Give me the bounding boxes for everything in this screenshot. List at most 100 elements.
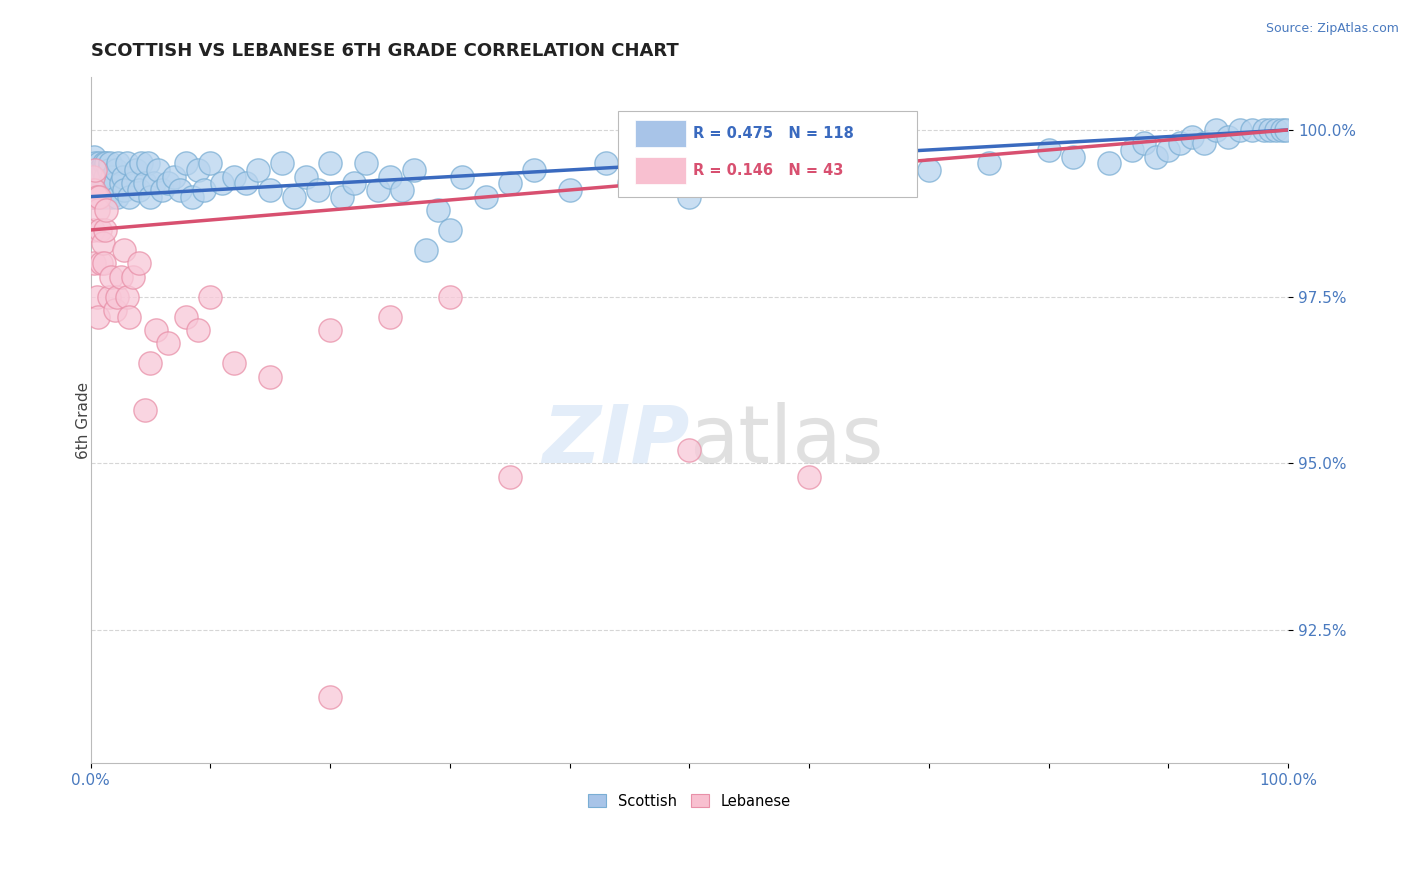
Legend: Scottish, Lebanese: Scottish, Lebanese <box>582 788 796 814</box>
Point <box>121 269 143 284</box>
Point <box>1170 136 1192 151</box>
Point <box>86 290 108 304</box>
Point <box>83 183 105 197</box>
Point <box>112 183 135 197</box>
Point <box>115 290 138 304</box>
Point <box>87 163 110 178</box>
Point <box>295 169 318 184</box>
Point <box>105 189 128 203</box>
Point <box>97 290 120 304</box>
Point <box>89 176 111 190</box>
Point <box>595 156 617 170</box>
Point <box>110 176 132 190</box>
Point <box>343 176 366 190</box>
Point <box>139 189 162 203</box>
Point <box>773 176 796 190</box>
Point <box>86 169 108 184</box>
FancyBboxPatch shape <box>636 157 686 185</box>
Point <box>94 176 117 190</box>
Point <box>1241 123 1264 137</box>
Point <box>247 163 270 178</box>
Point <box>128 256 150 270</box>
Point <box>100 269 122 284</box>
Point <box>499 176 522 190</box>
Point <box>115 156 138 170</box>
Point <box>90 189 112 203</box>
Point <box>83 183 105 197</box>
Point <box>83 163 105 178</box>
Point <box>1265 123 1288 137</box>
Point <box>319 323 342 337</box>
Point <box>91 176 114 190</box>
Point <box>391 183 413 197</box>
Point <box>283 189 305 203</box>
Point <box>977 156 1000 170</box>
Point <box>145 323 167 337</box>
Point <box>1218 129 1240 144</box>
Point <box>96 189 118 203</box>
Point <box>450 169 472 184</box>
Point <box>1271 123 1294 137</box>
Text: Source: ZipAtlas.com: Source: ZipAtlas.com <box>1265 22 1399 36</box>
Point <box>105 290 128 304</box>
Point <box>87 176 110 190</box>
Point <box>86 183 108 197</box>
Point <box>181 189 204 203</box>
Point <box>1258 123 1281 137</box>
Point <box>211 176 233 190</box>
Point <box>80 183 103 197</box>
Point <box>82 223 104 237</box>
Point <box>259 369 281 384</box>
Point <box>176 310 198 324</box>
Point <box>200 290 222 304</box>
Point <box>558 183 581 197</box>
Point <box>87 202 110 217</box>
Point <box>128 183 150 197</box>
Point <box>235 176 257 190</box>
Point <box>84 163 107 178</box>
Point <box>176 156 198 170</box>
Point <box>103 303 125 318</box>
Point <box>426 202 449 217</box>
Point <box>96 156 118 170</box>
Point <box>110 269 132 284</box>
Point <box>103 176 125 190</box>
Point <box>475 189 498 203</box>
Point <box>134 403 156 417</box>
Point <box>104 163 127 178</box>
Point <box>319 690 342 704</box>
Point <box>1157 143 1180 157</box>
Point <box>87 189 110 203</box>
Point <box>94 223 117 237</box>
Point <box>86 189 108 203</box>
Point <box>89 163 111 178</box>
Point <box>134 176 156 190</box>
Point <box>1038 143 1060 157</box>
Point <box>499 469 522 483</box>
Point <box>87 310 110 324</box>
Text: R = 0.475   N = 118: R = 0.475 N = 118 <box>693 126 853 141</box>
Point <box>858 150 880 164</box>
Point <box>100 189 122 203</box>
Point <box>139 356 162 370</box>
Point <box>129 156 152 170</box>
Point <box>157 176 180 190</box>
Point <box>80 189 103 203</box>
Point <box>111 169 134 184</box>
Point <box>1144 150 1167 164</box>
Point <box>259 183 281 197</box>
Point <box>654 156 676 170</box>
Text: R = 0.146   N = 43: R = 0.146 N = 43 <box>693 163 844 178</box>
Point <box>84 163 107 178</box>
Point <box>87 156 110 170</box>
Point <box>415 243 437 257</box>
Point <box>84 176 107 190</box>
Point <box>619 176 641 190</box>
Point <box>84 156 107 170</box>
Point <box>797 469 820 483</box>
Point <box>523 163 546 178</box>
Point <box>1097 156 1119 170</box>
Point <box>87 169 110 184</box>
Point <box>918 163 941 178</box>
Point <box>402 163 425 178</box>
